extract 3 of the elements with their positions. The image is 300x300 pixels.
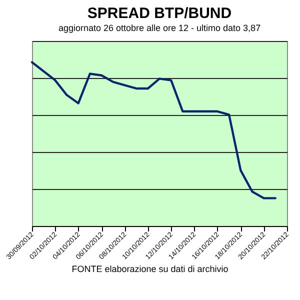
chart-title: SPREAD BTP/BUND	[87, 5, 232, 22]
source-note: FONTE elaborazione su dati di archivio	[70, 264, 230, 274]
chart-subtitle: aggiornato 26 ottobre alle ore 12 - ultimo dato 3,87	[58, 23, 261, 33]
